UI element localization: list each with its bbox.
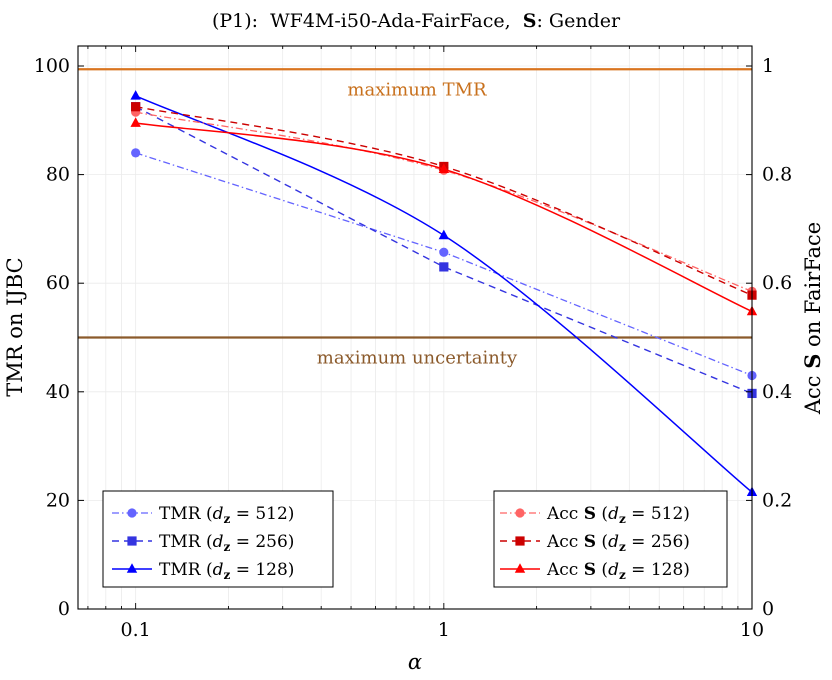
legend-entry: Acc S (dz = 128) [500, 560, 690, 582]
data-point-triangle [130, 90, 141, 100]
y-right-tick-label: 0 [762, 598, 774, 620]
y-left-tick-label: 100 [34, 55, 70, 77]
legend-entry: TMR (dz = 128) [112, 560, 294, 582]
legend-label: Acc S (dz = 256) [546, 532, 690, 554]
y-left-tick-label: 60 [46, 272, 70, 294]
y-axis-right-title: Acc S on FairFace [800, 222, 825, 415]
legend-label: TMR (dz = 256) [159, 532, 294, 554]
x-tick-label: 10 [740, 619, 764, 641]
data-point-square [439, 262, 449, 272]
legend-entry: TMR (dz = 256) [112, 532, 294, 554]
x-axis-title: α [408, 650, 422, 674]
y-right-tick-label: 0.6 [762, 272, 792, 294]
chart-title: (P1): WF4M-i50-Ada-FairFace, S: Gender [212, 10, 621, 32]
legend-marker-square [127, 536, 137, 546]
y-right-tick-label: 0.8 [762, 164, 792, 186]
data-point-circle [439, 247, 449, 257]
legend-marker-triangle [514, 563, 526, 573]
series-line [135, 111, 753, 292]
x-tick-label: 0.1 [121, 619, 151, 641]
y-left-tick-label: 40 [46, 381, 70, 403]
y-right-tick-label: 0.2 [762, 489, 792, 511]
y-left-tick-label: 80 [46, 164, 70, 186]
legend-label: Acc S (dz = 512) [546, 504, 690, 526]
data-point-triangle [438, 229, 450, 240]
reference-lines: maximum TMR maximum uncertainty [78, 68, 752, 369]
reference-line-label: maximum TMR [347, 79, 487, 100]
y-axis-left-title: TMR on IJBC [3, 257, 27, 396]
data-point-triangle [130, 117, 141, 127]
series-5 [130, 117, 758, 316]
legend-right-box [493, 490, 728, 588]
legend-label: TMR (dz = 512) [159, 504, 294, 526]
plot-frame [77, 45, 753, 610]
data-point-triangle [438, 163, 450, 173]
axis-ticks: 0 20 40 60 80 100 0 0.2 0.4 0.6 0.8 1 0.1 1 10 [34, 46, 792, 641]
y-left-tick-label: 20 [46, 489, 70, 511]
y-right-tick-label: 1 [762, 55, 774, 77]
y-right-tick-label: 0.4 [762, 381, 792, 403]
data-point-square [131, 102, 141, 112]
legend-marker-circle [515, 508, 525, 518]
data-series [130, 90, 758, 497]
legend-label: Acc S (dz = 128) [546, 560, 690, 582]
y-left-tick-label: 0 [58, 598, 70, 620]
legend-left-box [102, 490, 334, 588]
legend-marker-circle [127, 508, 137, 518]
legend-marker-square [515, 536, 525, 546]
legend-marker-triangle [126, 563, 138, 573]
legend-entry: TMR (dz = 512) [112, 504, 294, 526]
data-point-circle [131, 148, 141, 158]
legend-label: TMR (dz = 128) [159, 560, 294, 582]
legend-right: Acc S (dz = 512) Acc S (dz = 256) Acc S (d… [493, 490, 728, 588]
series-line [135, 106, 753, 395]
legend-left: TMR (dz = 512) TMR (dz = 256) TMR (dz = 12… [102, 490, 334, 588]
reference-line-label: maximum uncertainty [317, 348, 518, 369]
legend-entry: Acc S (dz = 256) [500, 532, 690, 554]
x-tick-label: 1 [438, 619, 450, 641]
legend-entry: Acc S (dz = 512) [500, 504, 690, 526]
